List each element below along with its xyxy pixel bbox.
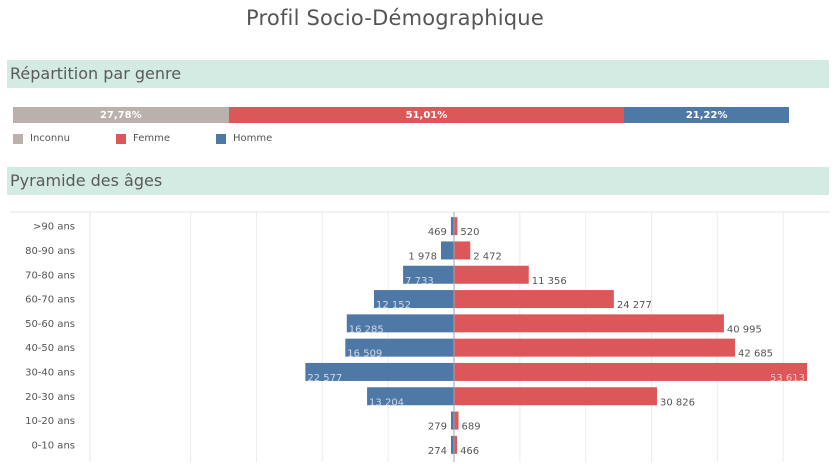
data-label-homme: 1 978 [408,251,437,262]
bar-homme[interactable] [403,265,454,284]
gender-segment-femme[interactable]: 51,01% [228,107,625,123]
age-category-label: 40-50 ans [25,343,75,354]
legend-swatch-inconnu [13,133,23,144]
age-category-label: 80-90 ans [25,246,75,257]
data-label-femme: 466 [460,446,479,457]
legend-item-femme[interactable]: Femme [116,133,170,144]
gender-stacked-bar[interactable]: 27,78% 51,01% 21,22% [13,107,789,123]
data-label-homme: 13 204 [369,397,404,408]
bar-homme[interactable] [451,411,454,430]
bar-homme[interactable] [305,362,454,381]
data-label-femme: 11 356 [532,276,567,287]
age-category-label: 70-80 ans [25,270,75,281]
data-label-femme: 520 [460,227,479,238]
bar-homme[interactable] [345,338,454,357]
age-category-label: >90 ans [33,222,75,233]
bar-femme[interactable] [454,290,614,309]
age-category-label: 0-10 ans [31,440,75,451]
bar-femme[interactable] [454,314,724,333]
bar-homme[interactable] [346,314,454,333]
age-category-label: 10-20 ans [25,416,75,427]
bar-femme[interactable] [454,241,471,260]
bar-femme[interactable] [454,338,736,357]
bar-femme[interactable] [454,411,459,430]
bar-homme[interactable] [440,241,454,260]
section-header-pyramide: Pyramide des âges [7,167,829,195]
bar-femme[interactable] [454,435,458,454]
data-label-femme: 2 472 [473,251,502,262]
legend-item-inconnu[interactable]: Inconnu [13,133,70,144]
data-label-homme: 7 733 [405,276,434,287]
data-label-femme: 40 995 [727,324,762,335]
data-label-homme: 16 509 [347,349,382,360]
legend-label-femme: Femme [133,133,170,144]
legend-swatch-femme [116,133,126,144]
age-category-label: 50-60 ans [25,319,75,330]
data-label-femme: 42 685 [738,349,773,360]
data-label-homme: 469 [428,227,447,238]
bar-homme[interactable] [373,290,454,309]
page-title: Profil Socio-Démographique [246,6,544,30]
bar-femme[interactable] [454,387,657,406]
legend-swatch-homme [216,133,226,144]
gender-segment-inconnu[interactable]: 27,78% [13,107,229,123]
bar-homme[interactable] [451,435,454,454]
data-label-homme: 22 577 [307,373,342,384]
age-pyramid-chart[interactable]: >90 ans 469 520 80-90 ans 1 978 2 472 70-80 an… [0,210,835,464]
legend-item-homme[interactable]: Homme [216,133,272,144]
legend-label-homme: Homme [233,133,273,144]
data-label-femme: 53 613 [770,373,805,384]
age-category-label: 60-70 ans [25,295,75,306]
age-category-label: 30-40 ans [25,367,75,378]
age-category-label: 20-30 ans [25,392,75,403]
bar-homme[interactable] [450,217,454,236]
data-label-femme: 689 [462,422,481,433]
data-label-homme: 279 [428,422,447,433]
data-label-femme: 30 826 [660,397,695,408]
data-label-homme: 274 [428,446,447,457]
gender-segment-homme[interactable]: 21,22% [624,107,789,123]
bar-femme[interactable] [454,265,529,284]
data-label-homme: 16 285 [349,324,384,335]
bar-femme[interactable] [454,362,807,381]
bar-femme[interactable] [454,217,458,236]
data-label-homme: 12 152 [376,300,411,311]
section-header-genre: Répartition par genre [7,60,829,88]
bar-homme[interactable] [367,387,454,406]
data-label-femme: 24 277 [617,300,652,311]
legend-label-inconnu: Inconnu [30,133,70,144]
